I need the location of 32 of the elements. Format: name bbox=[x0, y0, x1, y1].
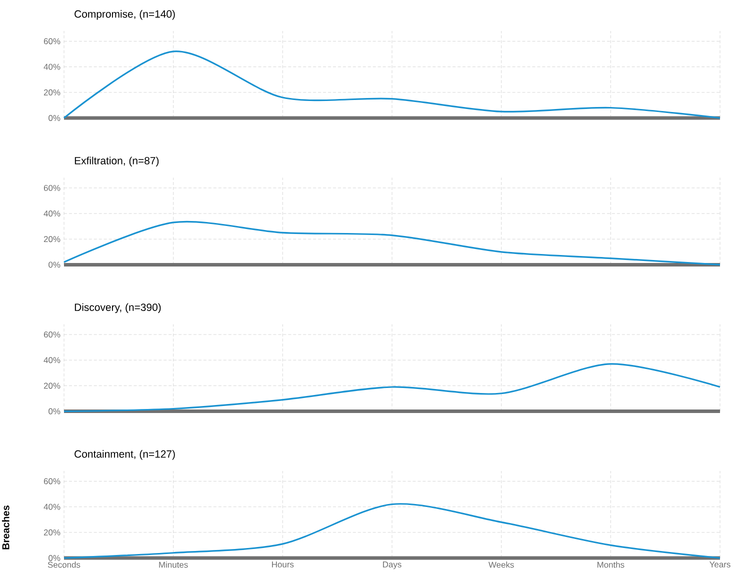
y-tick-label: 60% bbox=[44, 38, 60, 44]
line-series bbox=[63, 363, 721, 412]
y-tick-label: 60% bbox=[44, 478, 60, 484]
y-tick-label: 20% bbox=[44, 236, 60, 242]
y-tick-label: 60% bbox=[44, 184, 60, 191]
chart-title: Compromise, (n=140) bbox=[74, 10, 175, 20]
x-tick-label: Weeks bbox=[488, 562, 514, 568]
y-tick-label: 0% bbox=[48, 115, 60, 121]
chart-title: Discovery, (n=390) bbox=[74, 303, 161, 314]
x-tick-label: Seconds bbox=[48, 562, 80, 568]
y-tick-label: 20% bbox=[44, 382, 60, 389]
line-series bbox=[63, 50, 721, 119]
y-tick-label: 40% bbox=[44, 504, 60, 510]
line-series bbox=[63, 220, 721, 266]
chart-title: Containment, (n=127) bbox=[74, 450, 175, 460]
y-tick-label: 20% bbox=[44, 89, 60, 96]
y-tick-label: 60% bbox=[44, 332, 60, 338]
y-tick-label: 0% bbox=[48, 555, 60, 561]
x-tick-label: Months bbox=[597, 562, 624, 568]
chart-title: Exfiltration, (n=87) bbox=[74, 156, 159, 166]
y-tick-label: 20% bbox=[44, 529, 60, 536]
x-tick-label: Years bbox=[710, 562, 730, 568]
y-tick-label: 40% bbox=[44, 64, 60, 70]
y-tick-label: 0% bbox=[48, 262, 60, 268]
x-tick-label: Minutes bbox=[159, 562, 188, 568]
y-tick-label: 40% bbox=[44, 357, 60, 364]
y-tick-label: 40% bbox=[44, 210, 60, 217]
line-series bbox=[63, 503, 721, 559]
y-tick-label: 0% bbox=[48, 408, 60, 414]
x-tick-label: Hours bbox=[272, 562, 294, 568]
y-axis-title: Breaches bbox=[2, 506, 10, 550]
x-tick-label: Days bbox=[383, 562, 402, 570]
